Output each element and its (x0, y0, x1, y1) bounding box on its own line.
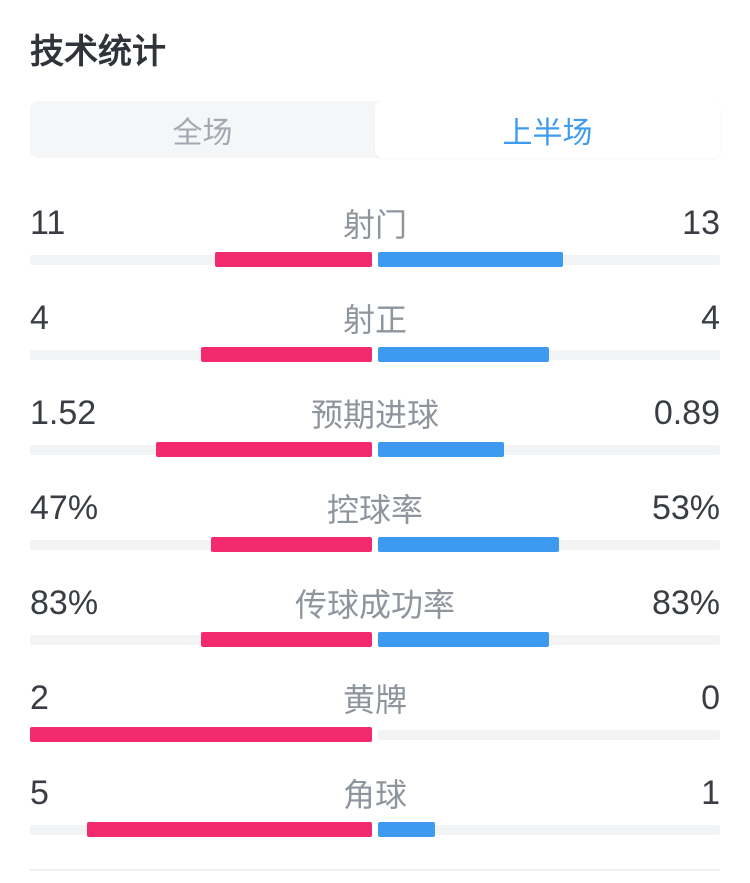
home-value: 11 (30, 203, 66, 242)
home-bar-fill (215, 252, 372, 267)
away-value: 1 (701, 773, 720, 812)
home-bar-fill (211, 537, 372, 552)
stat-label: 射门 (342, 207, 407, 243)
home-bar-half (30, 252, 372, 267)
away-value: 4 (701, 298, 720, 337)
stat-row-yellow-cards: 2 黄牌 0 (30, 666, 720, 761)
home-value: 1.52 (30, 393, 97, 432)
away-bar-half (378, 727, 720, 742)
home-bar-half (30, 632, 372, 647)
away-value: 0.89 (653, 393, 720, 432)
comparison-bar (30, 252, 720, 267)
stat-label: 控球率 (326, 492, 423, 528)
home-bar-fill (156, 442, 372, 457)
away-value: 13 (682, 203, 720, 242)
home-bar-half (30, 537, 372, 552)
comparison-bar (30, 727, 720, 742)
tab-full-match[interactable]: 全场 (172, 116, 233, 150)
page-title: 技术统计 (30, 33, 166, 71)
home-bar-half (30, 442, 372, 457)
stat-label: 射正 (342, 302, 407, 338)
away-bar-half (378, 632, 720, 647)
home-value: 83% (30, 583, 99, 622)
stat-label: 黄牌 (342, 682, 407, 718)
away-bar-fill (378, 252, 564, 267)
home-bar-fill (87, 822, 372, 837)
home-bar-half (30, 822, 372, 837)
away-bar-fill (378, 822, 435, 837)
stat-label: 传球成功率 (294, 587, 455, 623)
stats-list: 11 射门 13 4 射正 4 1.52 (30, 191, 720, 856)
stat-row-shots: 11 射门 13 (30, 191, 720, 286)
away-bar-half (378, 822, 720, 837)
stat-label: 预期进球 (310, 397, 439, 433)
stat-row-possession: 47% 控球率 53% (30, 476, 720, 571)
away-bar-half (378, 252, 720, 267)
home-value: 47% (30, 488, 99, 527)
away-bar-half (378, 442, 720, 457)
home-bar-fill (30, 727, 372, 742)
comparison-bar (30, 442, 720, 457)
home-value: 4 (30, 298, 49, 337)
stat-row-shots-on-target: 4 射正 4 (30, 286, 720, 381)
tab-first-half[interactable]: 上半场 (375, 101, 720, 158)
home-bar-fill (201, 632, 372, 647)
bottom-divider (30, 869, 720, 871)
away-bar-fill (378, 537, 560, 552)
stat-label: 角球 (342, 777, 407, 813)
away-value: 0 (701, 678, 720, 717)
comparison-bar (30, 537, 720, 552)
away-bar-fill (378, 632, 549, 647)
comparison-bar (30, 347, 720, 362)
away-value: 53% (651, 488, 720, 527)
away-value: 83% (651, 583, 720, 622)
home-value: 5 (30, 773, 49, 812)
period-tab-bar: 全场 上半场 (30, 101, 720, 158)
stat-row-corners: 5 角球 1 (30, 761, 720, 856)
stat-row-expected-goals: 1.52 预期进球 0.89 (30, 381, 720, 476)
stat-row-pass-accuracy: 83% 传球成功率 83% (30, 571, 720, 666)
away-bar-half (378, 537, 720, 552)
home-bar-half (30, 347, 372, 362)
comparison-bar (30, 822, 720, 837)
away-bar-fill (378, 442, 505, 457)
home-value: 2 (30, 678, 49, 717)
home-bar-half (30, 727, 372, 742)
home-bar-fill (201, 347, 372, 362)
comparison-bar (30, 632, 720, 647)
away-bar-half (378, 347, 720, 362)
away-bar-fill (378, 347, 549, 362)
